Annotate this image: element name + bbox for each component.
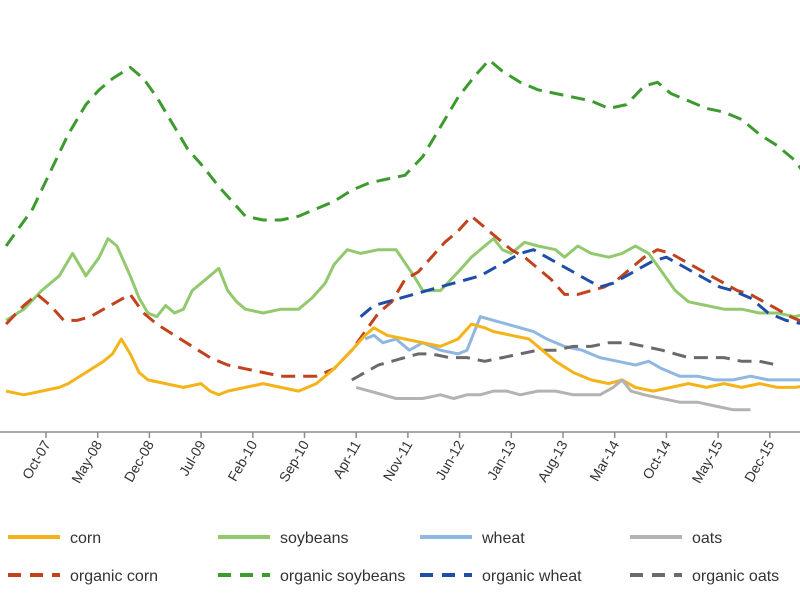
legend-label: oats [692, 530, 722, 547]
x-tick-label: Jul-09 [176, 437, 209, 478]
x-tick-label: Aug-13 [534, 437, 571, 484]
x-tick-label: Feb-10 [224, 437, 260, 484]
x-tick-label: May-15 [688, 437, 725, 486]
legend-item-organic-wheat: organic wheat [420, 568, 582, 585]
legend-item-corn: corn [8, 530, 101, 547]
x-tick-label: May-08 [68, 437, 105, 486]
x-axis: Oct-07 May-08 Dec-08 Jul-09 Feb-10 Sep-10 Apr-… [19, 432, 778, 486]
series-line-soybeans [5, 237, 800, 322]
x-tick-label: Dec-08 [121, 437, 158, 484]
legend-label: organic corn [70, 568, 158, 585]
legend-label: organic oats [692, 568, 779, 585]
legend-item-wheat: wheat [420, 530, 525, 547]
x-tick-label: Sep-10 [276, 437, 313, 484]
series-line-organic-oats [351, 341, 778, 382]
series-line-oats [355, 378, 751, 412]
legend-label: corn [70, 530, 101, 547]
series-line-organic-soybeans [4, 58, 800, 247]
legend-item-organic-oats: organic oats [630, 568, 779, 585]
legend-label: organic wheat [482, 568, 582, 585]
x-tick-label: Dec-15 [741, 437, 778, 484]
plot-area [4, 58, 800, 412]
legend-item-soybeans: soybeans [218, 530, 349, 547]
legend-label: wheat [481, 530, 525, 547]
series-line-wheat [364, 315, 800, 382]
x-tick-label: Nov-11 [380, 437, 416, 483]
legend-item-organic-soybeans: organic soybeans [218, 568, 405, 585]
legend-item-organic-corn: organic corn [8, 568, 158, 585]
series-line-corn [5, 322, 800, 397]
series-line-organic-wheat [359, 248, 800, 325]
series-line-organic-corn [5, 214, 800, 378]
legend: corn soybeans wheat oats organic corn organic… [8, 530, 779, 585]
x-tick-label: Jan-13 [484, 437, 519, 482]
x-tick-label: Oct-07 [19, 437, 54, 482]
legend-label: soybeans [280, 530, 349, 547]
legend-item-oats: oats [630, 530, 722, 547]
x-tick-label: Apr-11 [329, 437, 363, 481]
legend-label: organic soybeans [280, 568, 405, 585]
x-tick-label: Mar-14 [586, 437, 622, 484]
x-tick-label: Oct-14 [639, 437, 674, 482]
x-tick-label: Jun-12 [432, 437, 467, 482]
